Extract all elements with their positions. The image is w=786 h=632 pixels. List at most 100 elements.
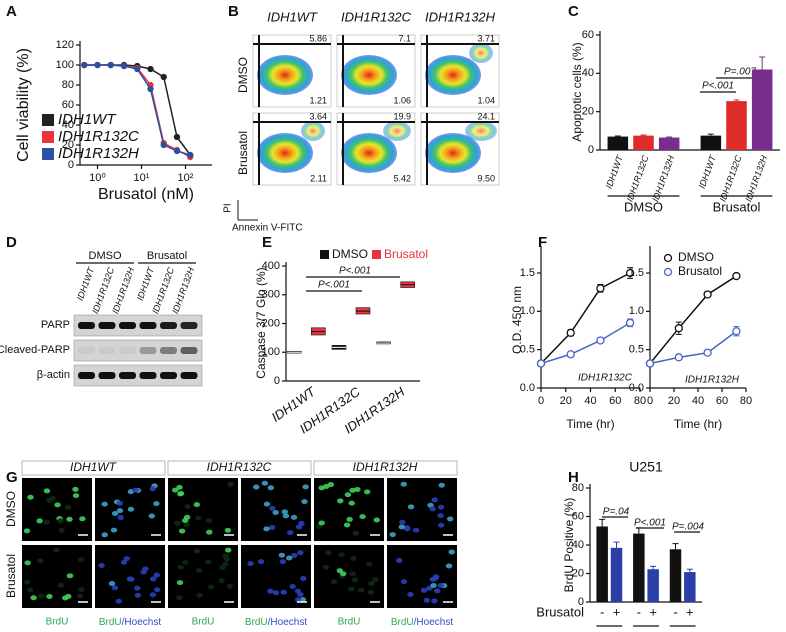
nucleus <box>79 516 86 522</box>
nucleus <box>340 571 347 577</box>
nucleus <box>297 550 304 556</box>
x-tick-label: - <box>600 604 604 619</box>
y-tick-label: 1.0 <box>520 305 535 317</box>
band <box>180 322 198 329</box>
bar <box>751 69 773 150</box>
nucleus <box>172 487 179 493</box>
nucleus <box>437 522 445 528</box>
density-blob <box>257 133 313 173</box>
y-tick-label: 60 <box>582 29 594 41</box>
nucleus <box>247 561 254 567</box>
nucleus <box>38 593 45 599</box>
blot-strip <box>73 364 203 387</box>
legend-label: DMSO <box>678 250 714 264</box>
nucleus <box>98 563 105 569</box>
micrograph <box>314 545 384 608</box>
nucleus <box>426 585 433 591</box>
nucleus <box>396 558 403 564</box>
density-blob <box>425 133 481 173</box>
y-tick-label: 20 <box>62 139 74 151</box>
channel-label: BrdU/Hoechst <box>245 617 307 628</box>
panel-letter: A <box>6 3 17 20</box>
nucleus <box>437 513 444 519</box>
legend-label: DMSO <box>332 247 368 261</box>
nucleus <box>323 483 330 489</box>
band <box>139 372 157 379</box>
nucleus <box>23 579 31 585</box>
nucleus <box>178 528 186 534</box>
quadrant-value: 3.71 <box>477 33 495 43</box>
nucleus <box>43 488 51 494</box>
nucleus <box>205 559 212 565</box>
band <box>160 322 177 329</box>
nucleus <box>116 500 124 506</box>
point <box>173 147 181 155</box>
y-tick-label: 60 <box>62 99 74 111</box>
nucleus <box>267 588 274 594</box>
x-tick-label: 20 <box>668 395 680 407</box>
point <box>732 327 741 336</box>
nucleus <box>142 566 149 572</box>
nucleus <box>66 516 73 522</box>
y-tick-label: 60 <box>572 510 584 522</box>
band <box>119 372 136 379</box>
error-bar <box>599 518 606 527</box>
nucleus <box>193 502 201 508</box>
band <box>78 347 95 354</box>
annotation: P<.001 <box>702 81 734 92</box>
nucleus <box>253 484 260 490</box>
nucleus <box>116 508 124 514</box>
nucleus <box>302 484 309 490</box>
nucleus <box>111 585 119 591</box>
nucleus <box>26 587 34 593</box>
band <box>180 372 198 379</box>
nucleus <box>148 513 155 519</box>
nucleus <box>354 487 361 493</box>
nucleus <box>346 516 353 522</box>
x-axis-label: Time (hr) <box>674 417 722 431</box>
y-tick-label: 20 <box>572 567 584 579</box>
band <box>160 347 177 354</box>
nucleus <box>224 527 232 533</box>
channel-label: BrdU/Hoechst <box>99 617 161 628</box>
nucleus <box>43 519 50 525</box>
y-tick-label: 400 <box>262 260 280 272</box>
band <box>139 347 157 354</box>
nucleus <box>76 593 84 599</box>
group-label: DMSO <box>89 250 122 262</box>
nucleus <box>110 527 118 533</box>
nucleus <box>49 495 56 501</box>
quadrant-value: 5.42 <box>393 173 411 183</box>
nucleus <box>287 530 294 536</box>
column-header: IDH1WT <box>70 460 118 474</box>
panel-letter: B <box>228 3 239 20</box>
x-tick-label: 40 <box>692 395 704 407</box>
bar <box>633 533 645 602</box>
band <box>78 372 95 379</box>
header-box <box>167 460 312 476</box>
point <box>645 359 655 368</box>
point <box>147 85 154 93</box>
density-tail <box>301 121 325 141</box>
x-tick-label: 80 <box>740 395 752 407</box>
series-line <box>540 272 631 364</box>
nucleus <box>350 555 357 561</box>
nucleus <box>295 524 303 530</box>
point <box>566 328 575 337</box>
y-tick-label: 200 <box>262 317 280 329</box>
nucleus <box>205 518 213 524</box>
nucleus <box>132 487 139 493</box>
row-label: Brusatol <box>4 554 18 598</box>
nucleus <box>278 552 286 558</box>
nucleus <box>290 514 298 520</box>
row-label: Brusatol <box>536 604 584 619</box>
group-label: Brusatol <box>147 250 187 262</box>
legend-label: Brusatol <box>384 247 428 261</box>
nucleus <box>176 484 183 490</box>
nucleus <box>289 584 296 590</box>
nucleus <box>431 598 438 604</box>
x-axis-label: Time (hr) <box>566 417 614 431</box>
point <box>160 141 167 149</box>
panel-letter: C <box>568 3 579 20</box>
